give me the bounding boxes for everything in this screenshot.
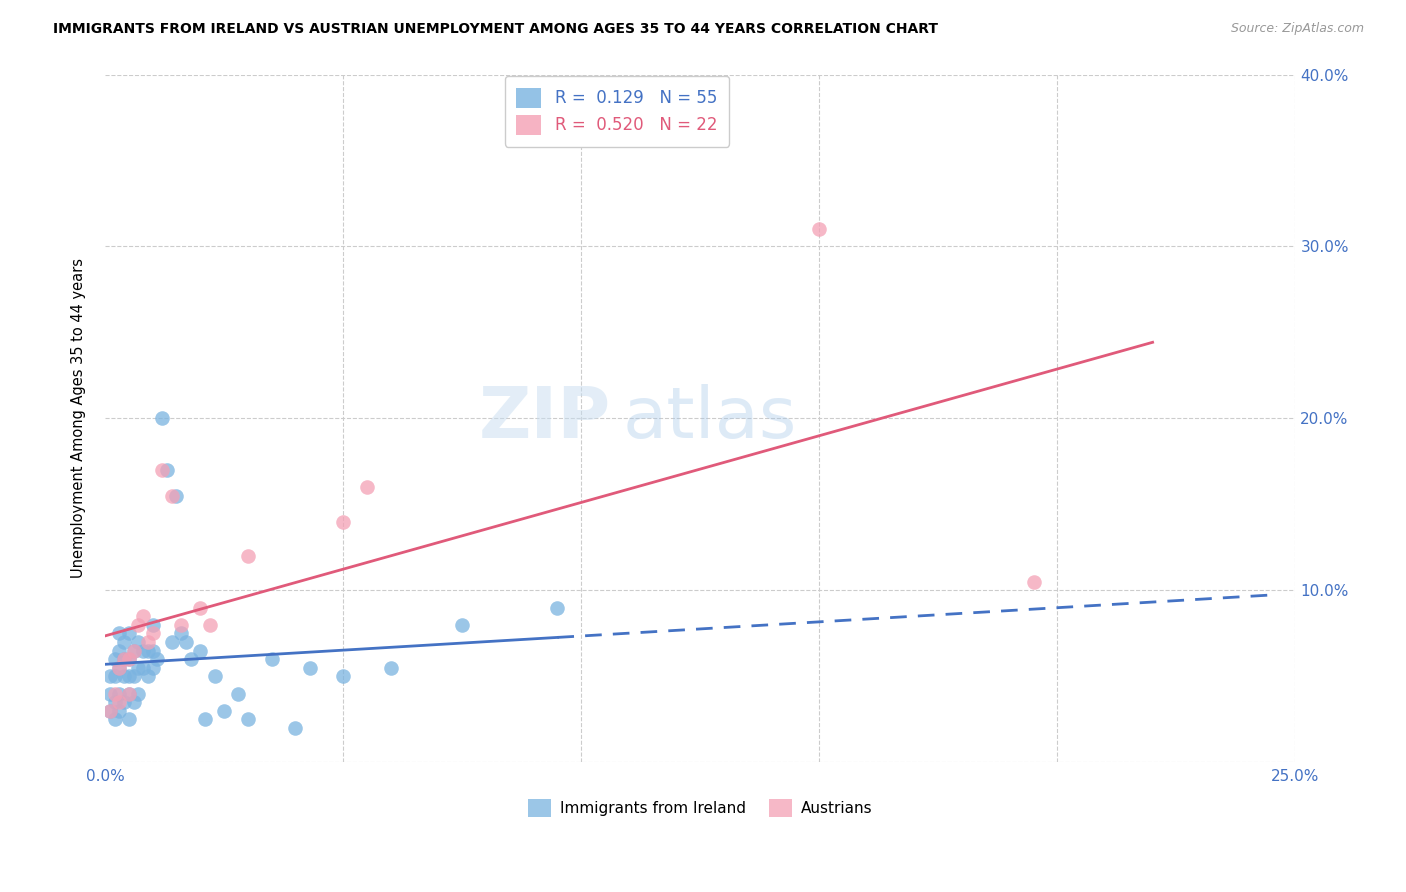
Point <box>170 626 193 640</box>
Point <box>118 652 141 666</box>
Point <box>380 661 402 675</box>
Point <box>103 713 125 727</box>
Point <box>136 669 159 683</box>
Point <box>132 609 155 624</box>
Point <box>188 600 211 615</box>
Point <box>122 695 145 709</box>
Point <box>98 669 121 683</box>
Point <box>136 635 159 649</box>
Point <box>160 489 183 503</box>
Point <box>1022 574 1045 589</box>
Point <box>108 695 131 709</box>
Point <box>122 669 145 683</box>
Point <box>228 687 250 701</box>
Point <box>118 652 141 666</box>
Point <box>156 463 179 477</box>
Text: IMMIGRANTS FROM IRELAND VS AUSTRIAN UNEMPLOYMENT AMONG AGES 35 TO 44 YEARS CORRE: IMMIGRANTS FROM IRELAND VS AUSTRIAN UNEM… <box>53 22 938 37</box>
Point <box>332 515 354 529</box>
Point <box>127 618 149 632</box>
Point <box>103 669 125 683</box>
Point <box>198 618 221 632</box>
Point <box>132 643 155 657</box>
Point <box>142 661 165 675</box>
Point <box>122 643 145 657</box>
Point <box>108 661 131 675</box>
Point <box>150 411 173 425</box>
Point <box>451 618 474 632</box>
Point <box>112 652 135 666</box>
Point <box>108 661 131 675</box>
Point <box>103 695 125 709</box>
Point <box>98 704 121 718</box>
Point <box>98 704 121 718</box>
Point <box>136 643 159 657</box>
Point <box>188 643 211 657</box>
Point <box>150 463 173 477</box>
Point <box>212 704 235 718</box>
Point <box>118 687 141 701</box>
Legend: Immigrants from Ireland, Austrians: Immigrants from Ireland, Austrians <box>522 793 879 823</box>
Point <box>142 643 165 657</box>
Point <box>356 480 378 494</box>
Point <box>146 652 169 666</box>
Point <box>142 618 165 632</box>
Text: ZIP: ZIP <box>478 384 612 453</box>
Point <box>284 721 307 735</box>
Point <box>298 661 321 675</box>
Point <box>98 687 121 701</box>
Point <box>160 635 183 649</box>
Point <box>108 626 131 640</box>
Point <box>108 687 131 701</box>
Point <box>127 635 149 649</box>
Point <box>236 713 259 727</box>
Point <box>122 643 145 657</box>
Point <box>108 704 131 718</box>
Point <box>118 713 141 727</box>
Point <box>236 549 259 563</box>
Point <box>260 652 283 666</box>
Point <box>103 652 125 666</box>
Text: Source: ZipAtlas.com: Source: ZipAtlas.com <box>1230 22 1364 36</box>
Point <box>546 600 568 615</box>
Point <box>174 635 197 649</box>
Point <box>332 669 354 683</box>
Point <box>180 652 202 666</box>
Point <box>118 687 141 701</box>
Point <box>165 489 187 503</box>
Point <box>170 618 193 632</box>
Point <box>127 687 149 701</box>
Point <box>112 669 135 683</box>
Point <box>194 713 217 727</box>
Text: atlas: atlas <box>623 384 797 453</box>
Point <box>204 669 226 683</box>
Point <box>112 635 135 649</box>
Point <box>103 687 125 701</box>
Point <box>808 222 831 236</box>
Point <box>127 661 149 675</box>
Point <box>112 695 135 709</box>
Y-axis label: Unemployment Among Ages 35 to 44 years: Unemployment Among Ages 35 to 44 years <box>72 259 86 579</box>
Point <box>142 626 165 640</box>
Point <box>112 652 135 666</box>
Point <box>118 626 141 640</box>
Point <box>108 643 131 657</box>
Point <box>132 661 155 675</box>
Point <box>118 669 141 683</box>
